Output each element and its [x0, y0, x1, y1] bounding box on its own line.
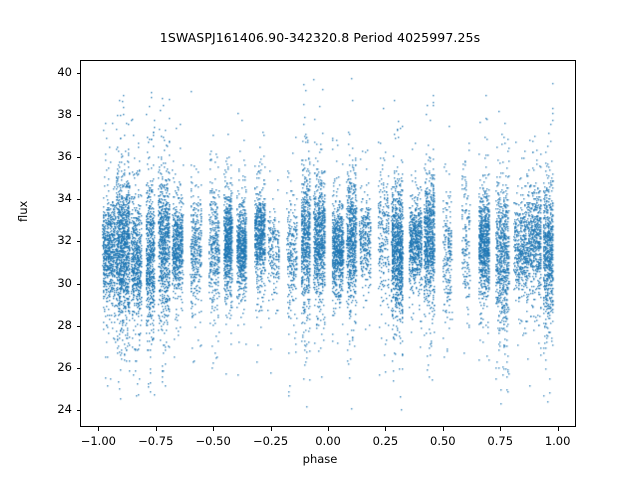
y-tick-label: 28: [57, 317, 72, 332]
y-axis-label: flux: [16, 200, 30, 222]
x-tick-mark: [98, 427, 99, 431]
x-tick-mark: [271, 427, 272, 431]
y-tick-label: 32: [57, 233, 72, 248]
x-tick-mark: [385, 427, 386, 431]
x-axis-label: phase: [302, 452, 338, 466]
y-tick-label: 38: [57, 106, 72, 121]
y-tick-mark: [76, 410, 80, 411]
y-tick-mark: [76, 73, 80, 74]
x-tick-mark: [328, 427, 329, 431]
x-tick-mark: [500, 427, 501, 431]
x-tick-label: −0.75: [138, 434, 174, 448]
y-tick-label: 40: [57, 64, 72, 79]
x-tick-label: 0.00: [315, 434, 341, 448]
x-tick-label: 0.50: [430, 434, 456, 448]
y-tick-mark: [76, 284, 80, 285]
y-tick-label: 24: [57, 402, 72, 417]
x-tick-label: 0.25: [372, 434, 399, 448]
y-tick-label: 36: [57, 149, 72, 164]
x-tick-label: 0.75: [487, 434, 514, 448]
x-tick-label: −0.25: [252, 434, 289, 448]
y-tick-label: 30: [57, 275, 72, 290]
y-tick-label: 34: [57, 191, 72, 206]
y-tick-mark: [76, 241, 80, 242]
scatter-points-layer: [81, 61, 575, 426]
plot-area: [80, 60, 576, 427]
x-tick-mark: [443, 427, 444, 431]
y-tick-mark: [76, 157, 80, 158]
x-tick-mark: [213, 427, 214, 431]
y-tick-mark: [76, 326, 80, 327]
y-tick-label: 26: [57, 359, 72, 374]
y-tick-mark: [76, 368, 80, 369]
x-tick-mark: [558, 427, 559, 431]
x-tick-label: 1.00: [544, 434, 571, 448]
chart-title: 1SWASPJ161406.90-342320.8 Period 4025997…: [159, 30, 481, 45]
x-tick-label: −1.00: [80, 434, 116, 448]
y-tick-mark: [76, 115, 80, 116]
x-tick-label: −0.50: [195, 434, 231, 448]
y-tick-mark: [76, 199, 80, 200]
x-tick-mark: [156, 427, 157, 431]
